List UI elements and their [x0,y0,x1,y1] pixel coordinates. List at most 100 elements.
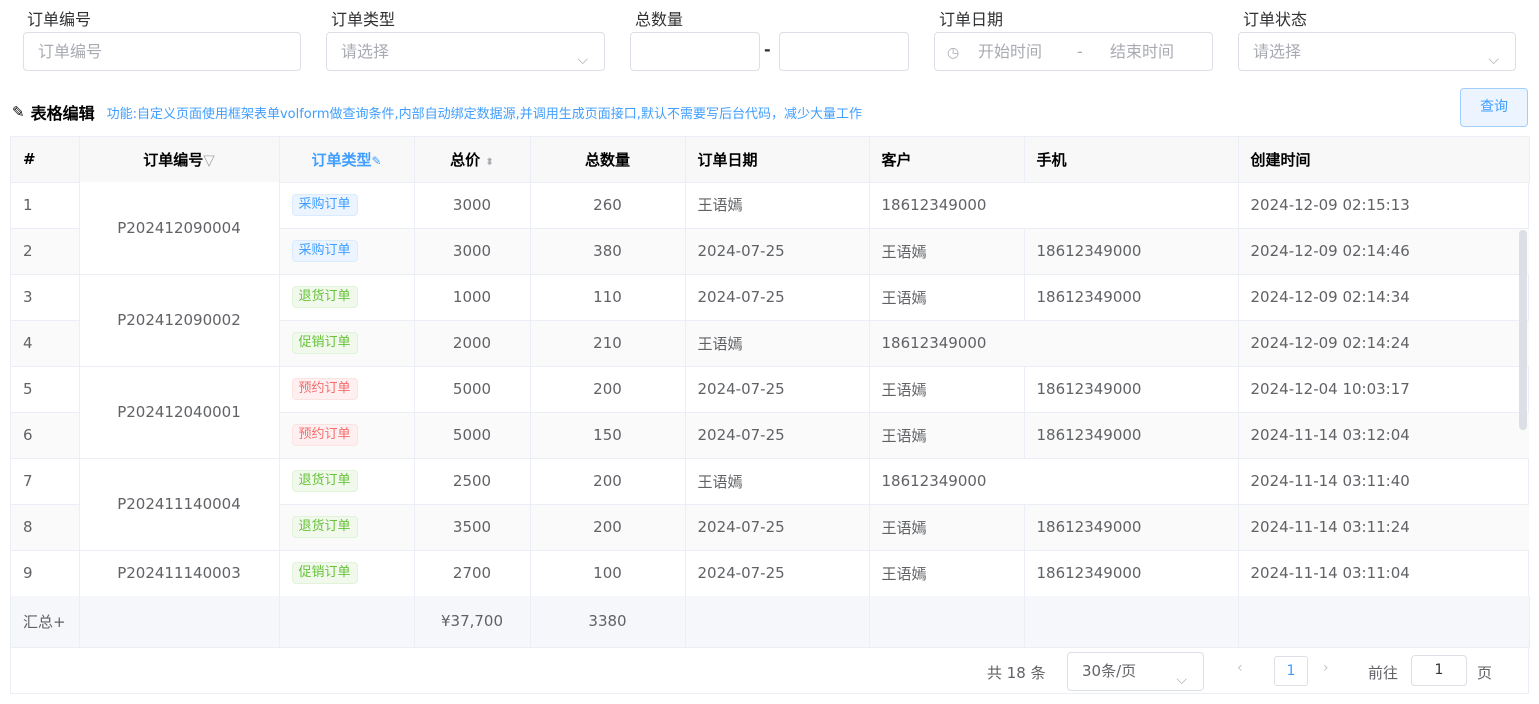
end-time-input[interactable]: 结束时间 [1110,42,1175,61]
order-type-cell: 采购订单 [279,228,415,275]
order-type-tag: 预约订单 [291,424,358,446]
phone-cell: 18612349000 [1024,504,1239,551]
phone-cell: 18612349000 [1024,274,1239,321]
order-type-cell: 促销订单 [279,320,415,367]
order-type-select[interactable]: 请选择 ⌵ [326,32,605,71]
price-cell: 2700 [414,550,531,596]
start-time-input[interactable]: 开始时间 [978,42,1043,61]
order-status-select[interactable]: 请选择 ⌵ [1238,32,1516,71]
order-date-range-picker[interactable]: ◷ 开始时间 - 结束时间 [934,32,1213,71]
goto-label: 前往 [1368,664,1399,682]
order-type-tag: 退货订单 [291,516,358,538]
table-row[interactable]: 8 退货订单 3500 200 2024-07-25 王语嫣 18612349000 2024… [11,504,1529,551]
created-cell: 2024-11-14 03:12:04 [1238,412,1529,459]
order-type-cell: 采购订单 [279,182,415,229]
price-cell: 2500 [414,458,531,505]
page-size-select[interactable]: 30条/页 ⌵ [1067,652,1204,691]
date-cell: 2024-07-25 [685,228,870,275]
created-cell: 2024-12-09 02:14:34 [1238,274,1529,321]
date-cell: 2024-07-25 [685,366,870,413]
order-type-tag: 采购订单 [291,193,358,216]
sort-icon[interactable]: ⬍ [485,156,494,168]
date-cell: 王语嫣 [685,320,870,367]
price-cell: 3000 [414,182,531,229]
header-order-no[interactable]: 订单编号▽ [79,137,280,183]
qty-cell: 110 [530,274,686,321]
customer-cell: 18612349000 [869,458,1239,505]
header-price[interactable]: 总价 ⬍ [414,137,531,183]
next-page-icon[interactable]: › [1323,660,1329,676]
page-1[interactable]: 1 [1274,656,1308,686]
order-no-input[interactable]: 订单编号 [23,32,301,71]
data-table: # 订单编号▽ 订单类型✎ 总价 ⬍ 总数量 订单日期 客户 手机 创建时间 1… [10,136,1530,694]
total-qty-label: 总数量 [635,10,684,29]
row-index: 2 [11,228,80,275]
date-cell: 2024-07-25 [685,504,870,551]
filter-icon[interactable]: ▽ [203,150,215,169]
total-qty-min-input[interactable] [630,32,760,71]
created-cell: 2024-12-04 10:03:17 [1238,366,1529,413]
row-index: 6 [11,412,80,459]
order-status-label: 订单状态 [1243,10,1308,29]
order-type-placeholder: 请选择 [341,42,390,61]
table-row[interactable]: 7 P202411140004 退货订单 2500 200 王语嫣 18612349000 2… [11,458,1529,551]
created-cell: 2024-11-14 03:11:04 [1238,550,1529,596]
header-qty: 总数量 [530,137,686,183]
chevron-down-icon: ⌵ [1488,52,1499,68]
prev-page-icon[interactable]: ‹ [1237,660,1243,676]
header-date: 订单日期 [685,137,870,183]
header-order-no-label: 订单编号 [143,150,204,169]
table-header: # 订单编号▽ 订单类型✎ 总价 ⬍ 总数量 订单日期 客户 手机 创建时间 [11,137,1530,183]
pagination: 共 18 条 30条/页 ⌵ ‹ 1 › 前往 1 页 [11,648,1529,694]
date-separator: - [1077,42,1083,61]
price-cell: 5000 [414,366,531,413]
customer-cell: 王语嫣 [869,504,1025,551]
qty-cell: 260 [530,182,686,229]
header-index: # [11,137,80,183]
chevron-down-icon: ⌵ [577,52,588,68]
query-button[interactable]: 查询 [1460,88,1528,127]
section-header: ✎ 表格编辑 功能:自定义页面使用框架表单volform做查询条件,内部自动绑定… [12,100,862,124]
order-type-tag: 预约订单 [291,378,358,400]
table-row[interactable]: 9 P202411140003 促销订单 2700 100 2024-07-25 王语嫣 18… [11,550,1529,596]
page-suffix: 页 [1477,664,1493,682]
order-type-cell: 预约订单 [279,412,415,459]
total-qty-max-input[interactable] [779,32,909,71]
order-type-cell: 促销订单 [279,550,415,596]
table-row[interactable]: 6 预约订单 5000 150 2024-07-25 王语嫣 18612349000 2024… [11,412,1529,459]
date-cell: 王语嫣 [685,458,870,505]
created-cell: 2024-11-14 03:11:24 [1238,504,1529,551]
order-type-tag: 促销订单 [291,332,358,354]
qty-cell: 150 [530,412,686,459]
order-type-tag: 促销订单 [291,562,358,584]
header-order-type[interactable]: 订单类型✎ [279,137,415,183]
row-index: 1 [11,182,80,229]
edit-icon: ✎ [371,153,382,168]
price-cell: 3000 [414,228,531,275]
section-description: 功能:自定义页面使用框架表单volform做查询条件,内部自动绑定数据源,并调用… [106,106,862,122]
order-type-tag: 采购订单 [291,240,358,262]
table-row[interactable]: 4 促销订单 2000 210 王语嫣 18612349000 2024-12-09 02:… [11,320,1529,367]
order-no-cell: P202411140003 [79,550,280,596]
price-cell: 2000 [414,320,531,367]
price-cell: 1000 [414,274,531,321]
created-cell: 2024-12-09 02:15:13 [1238,182,1529,229]
customer-cell: 王语嫣 [869,412,1025,459]
phone-cell: 18612349000 [1024,412,1239,459]
date-cell: 2024-07-25 [685,412,870,459]
table-body[interactable]: 1 P202412090004 采购订单 3000 260 王语嫣 18612349000 2… [11,182,1529,596]
chevron-down-icon: ⌵ [1176,672,1187,688]
goto-page-input[interactable]: 1 [1411,655,1467,686]
summary-label: 汇总+ [11,596,80,648]
vertical-scrollbar[interactable] [1519,230,1527,430]
order-type-cell: 退货订单 [279,504,415,551]
table-row[interactable]: 2 采购订单 3000 380 2024-07-25 王语嫣 18612349000 2024… [11,228,1529,275]
qty-cell: 200 [530,366,686,413]
total-count: 共 18 条 [987,664,1046,682]
table-row[interactable]: 1 P202412090004 采购订单 3000 260 王语嫣 18612349000 2… [11,182,1529,275]
table-row[interactable]: 5 P202412040001 预约订单 5000 200 2024-07-25 王语嫣 18… [11,366,1529,459]
customer-cell: 王语嫣 [869,366,1025,413]
customer-cell: 王语嫣 [869,228,1025,275]
table-row[interactable]: 3 P202412090002 退货订单 1000 110 2024-07-25 王语嫣 18… [11,274,1529,367]
section-title: 表格编辑 [30,104,95,123]
